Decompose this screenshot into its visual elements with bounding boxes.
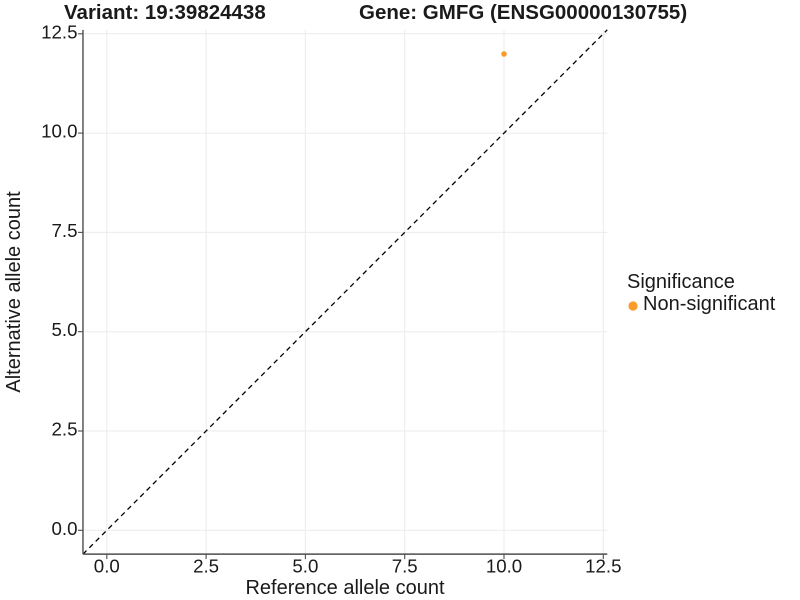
- svg-text:Reference allele count: Reference allele count: [245, 577, 444, 599]
- svg-text:12.5: 12.5: [41, 21, 77, 42]
- svg-text:10.0: 10.0: [486, 556, 522, 577]
- svg-text:5.0: 5.0: [292, 556, 318, 577]
- svg-text:0.0: 0.0: [52, 518, 78, 539]
- svg-text:5.0: 5.0: [52, 319, 78, 340]
- svg-text:2.5: 2.5: [193, 556, 219, 577]
- svg-text:12.5: 12.5: [585, 556, 621, 577]
- svg-text:Gene: GMFG (ENSG00000130755): Gene: GMFG (ENSG00000130755): [359, 1, 687, 24]
- svg-text:Non-significant: Non-significant: [643, 293, 776, 315]
- svg-text:7.5: 7.5: [392, 556, 418, 577]
- svg-text:10.0: 10.0: [41, 121, 77, 142]
- svg-text:2.5: 2.5: [52, 419, 78, 440]
- svg-text:Variant: 19:39824438: Variant: 19:39824438: [64, 1, 266, 24]
- svg-text:Alternative allele count: Alternative allele count: [3, 191, 25, 393]
- svg-text:0.0: 0.0: [94, 556, 120, 577]
- svg-text:Significance: Significance: [627, 271, 735, 293]
- svg-text:7.5: 7.5: [52, 220, 78, 241]
